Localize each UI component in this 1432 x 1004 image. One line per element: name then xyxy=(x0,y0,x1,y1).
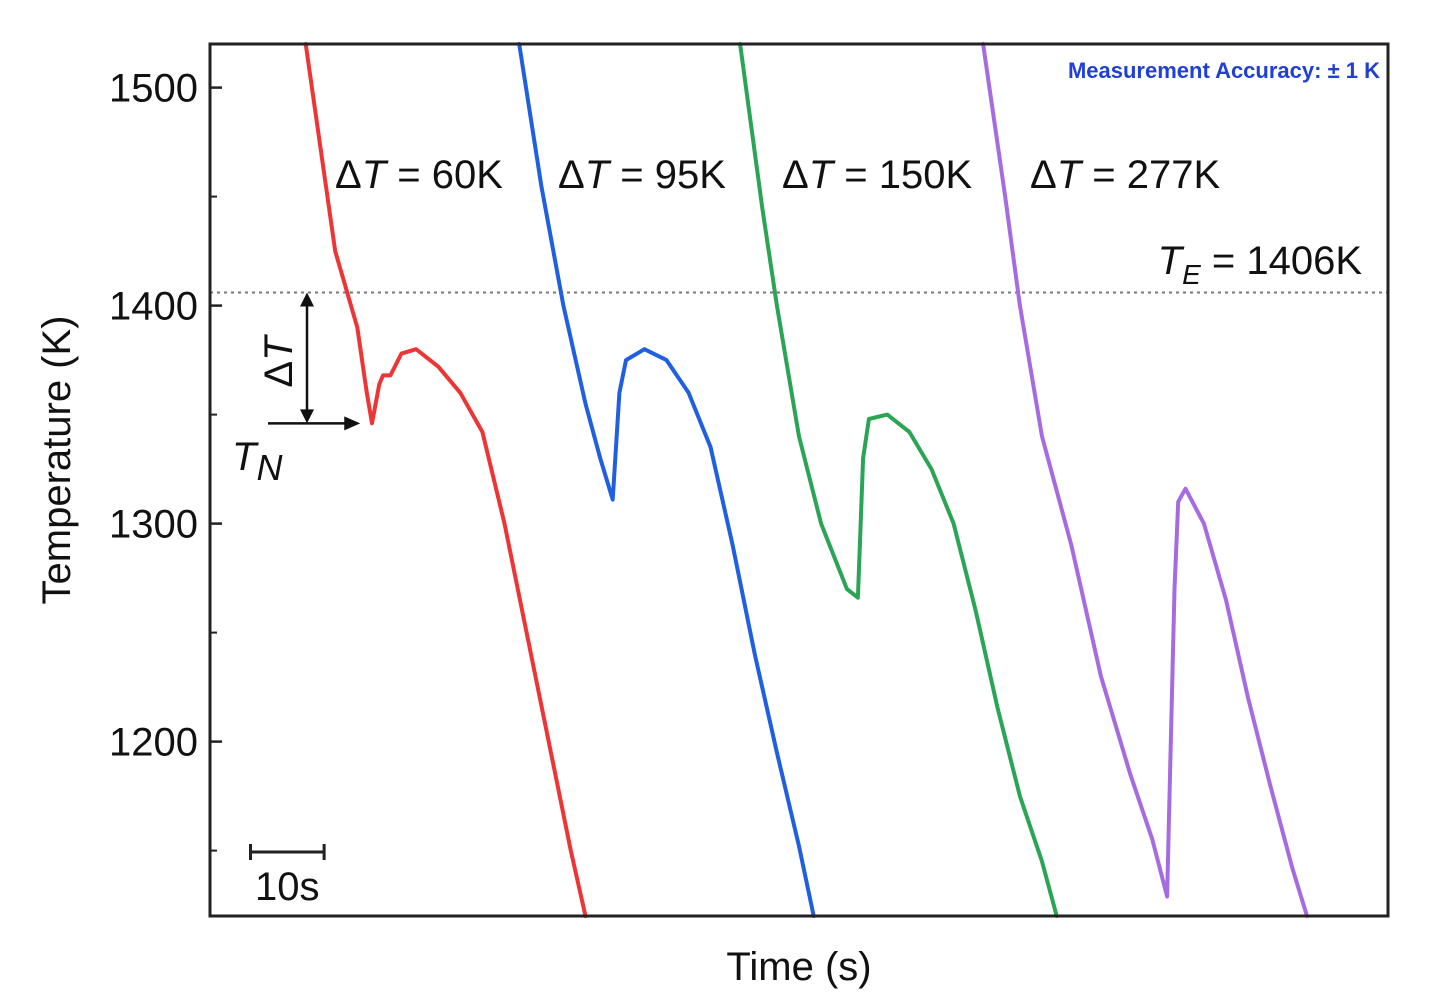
series-line-2 xyxy=(738,42,1059,918)
scale-bar-label: 10s xyxy=(255,865,320,909)
y-tick-label: 1200 xyxy=(109,721,198,765)
te-label: TE = 1406K xyxy=(1158,239,1363,290)
series-label-0: ΔT = 60K xyxy=(335,153,503,197)
te-label-value: = 1406K xyxy=(1201,239,1363,283)
tn-label: TN xyxy=(232,435,283,488)
tn-arrowhead xyxy=(344,416,361,431)
series-line-3 xyxy=(981,42,1309,918)
delta-t-arrowhead-down xyxy=(300,409,314,424)
measurement-accuracy-note: Measurement Accuracy: ± 1 K xyxy=(1068,58,1380,83)
tn-label-sub: N xyxy=(256,447,283,488)
te-label-main: T xyxy=(1158,239,1185,283)
series-label-3: ΔT = 277K xyxy=(1030,153,1220,197)
plot-frame xyxy=(208,42,1390,918)
tn-label-main: T xyxy=(232,435,259,479)
delta-t-label: ΔT xyxy=(257,334,301,388)
series-label-2: ΔT = 150K xyxy=(782,153,972,197)
te-label-sub: E xyxy=(1182,259,1201,290)
series-line-1 xyxy=(517,42,816,918)
delta-t-arrowhead-up xyxy=(300,292,314,307)
series-label-1: ΔT = 95K xyxy=(558,153,726,197)
y-tick-label: 1400 xyxy=(109,285,198,329)
plot-area xyxy=(210,44,1388,916)
scale-bar: 10s xyxy=(248,844,326,909)
y-tick-label: 1500 xyxy=(109,67,198,111)
series-line-0 xyxy=(303,42,588,918)
y-tick-label: 1300 xyxy=(109,503,198,547)
x-axis-title: Time (s) xyxy=(726,945,871,989)
y-axis-title: Temperature (K) xyxy=(35,316,79,605)
